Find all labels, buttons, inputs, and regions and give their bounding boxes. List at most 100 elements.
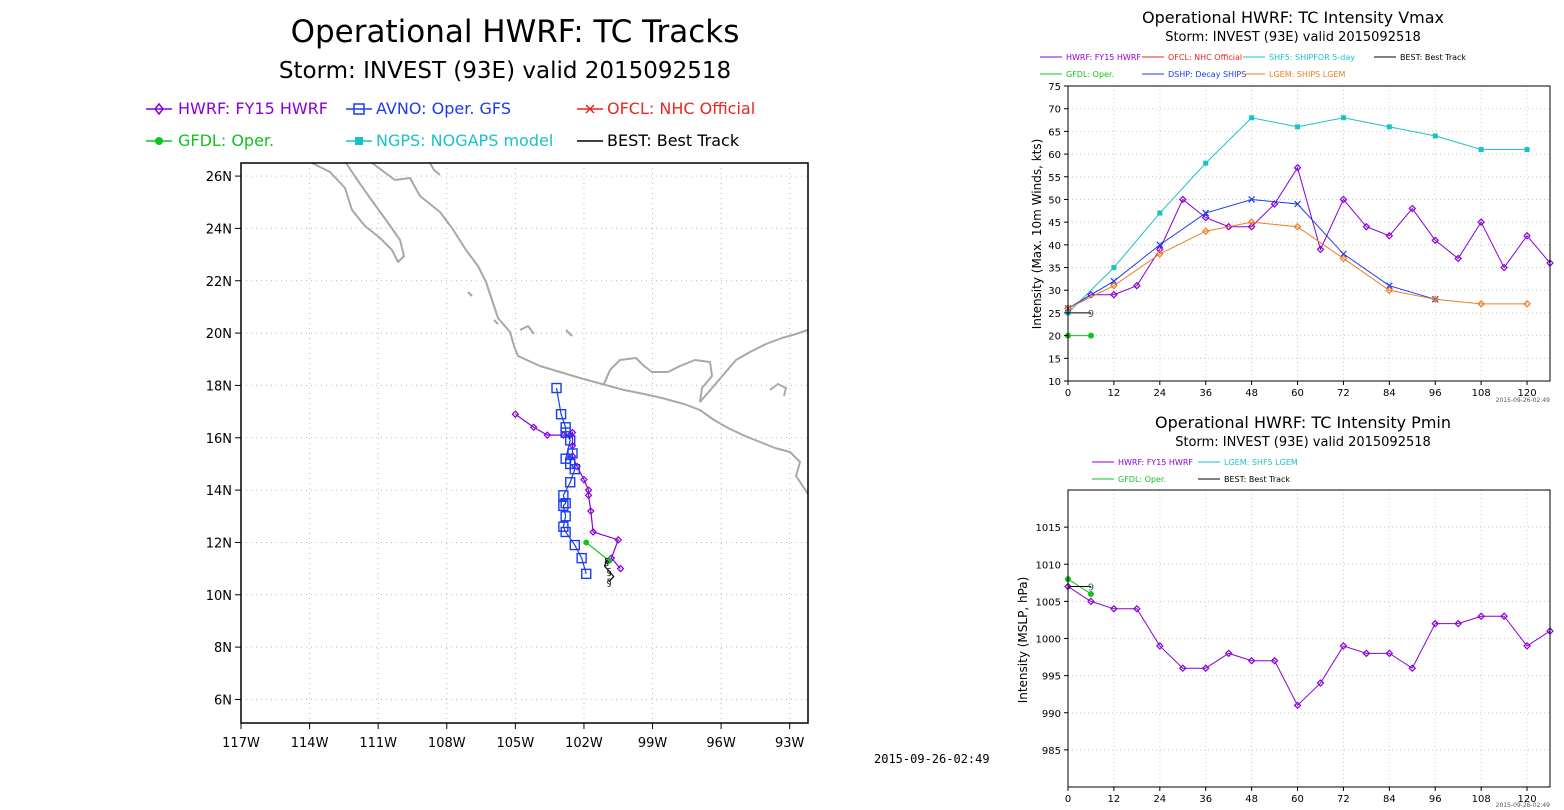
vmax-legend-label: SHF5: SHIPFOR 5-day <box>1269 53 1355 62</box>
vmax-point <box>1156 241 1164 249</box>
vmax-point <box>1247 222 1256 231</box>
track-point <box>551 382 562 394</box>
vmax-series: 9 <box>1064 115 1554 339</box>
vmax-point <box>1110 281 1118 290</box>
vmax-legend-item-best: BEST: Best Track <box>1374 53 1466 62</box>
vmax-y-tick-label: 75 <box>1048 82 1061 93</box>
pmin-x-tick-label: 96 <box>1429 794 1442 805</box>
vmax-legend-label: HWRF: FY15 HWRF <box>1066 53 1141 62</box>
track-x-tick-label: 96W <box>706 736 736 751</box>
track-timestamp: 2015-09-26-02:49 <box>874 752 990 766</box>
pmin-point <box>1201 664 1210 673</box>
vmax-x-tick-label: 108 <box>1472 388 1491 399</box>
vmax-line <box>1067 221 1528 309</box>
vmax-x-tick-label: 48 <box>1245 388 1258 399</box>
vmax-legend-item-ofcl: OFCL: NHC Official <box>1142 53 1242 62</box>
vmax-point <box>1155 250 1164 258</box>
pmin-point <box>1178 664 1187 673</box>
vmax-point <box>1087 332 1094 339</box>
vmax-point <box>1339 195 1348 204</box>
track-point <box>560 422 571 433</box>
pmin-series: 9 <box>1064 576 1554 710</box>
vmax-y-tick-label: 15 <box>1048 354 1061 365</box>
vmax-hwrf <box>1064 163 1554 313</box>
pmin-y-tick-label: 990 <box>1042 709 1061 720</box>
pmin-point <box>1523 642 1531 650</box>
vmax-y-tick-label: 20 <box>1048 332 1061 343</box>
track-line <box>555 387 587 575</box>
track-point <box>584 486 593 494</box>
vmax-line <box>1067 166 1551 309</box>
track-point <box>560 526 571 538</box>
pmin-grid <box>1068 490 1550 787</box>
track-x-ticks: 117W 114W 111W 108W 105W 102W 99W 96W 93W <box>222 723 805 751</box>
vmax-point <box>1408 204 1417 213</box>
track-point <box>565 477 576 488</box>
vmax-x-tick-label: 72 <box>1337 388 1350 399</box>
track-best: §§§ <box>603 557 615 589</box>
track-y-tick-label: 10N <box>206 589 232 604</box>
vmax-y-tick-label: 40 <box>1048 241 1061 252</box>
pmin-ticks: 0 12 24 36 48 60 72 84 96 108 120 985 990 995 1000 1005… <box>1036 523 1537 805</box>
vmax-timestamp: 2015-09-26-02:49 <box>1496 397 1551 404</box>
pmin-point <box>1293 701 1302 710</box>
vmax-point <box>1339 254 1348 263</box>
track-y-tick-label: 20N <box>206 327 232 342</box>
legend-label-avno: AVNO: Oper. GFS <box>376 99 511 118</box>
vmax-point <box>1523 299 1531 308</box>
pmin-legend-item-best: BEST: Best Track <box>1198 475 1290 484</box>
vmax-point <box>1133 281 1141 290</box>
track-x-tick-label: 114W <box>291 736 329 751</box>
vmax-point <box>1477 218 1485 227</box>
track-point <box>576 552 587 564</box>
pmin-point <box>1454 619 1463 628</box>
pmin-point <box>1087 590 1094 597</box>
vmax-point <box>1202 209 1210 217</box>
pmin-legend-label: HWRF: FY15 HWRF <box>1118 458 1193 467</box>
vmax-point: 9 <box>1088 309 1094 320</box>
track-avno <box>551 382 592 580</box>
vmax-y-tick-label: 35 <box>1048 264 1061 275</box>
track-point <box>558 490 569 501</box>
vmax-point <box>1247 218 1256 227</box>
track-point <box>584 491 593 500</box>
vmax-point <box>1248 196 1256 203</box>
vmax-x-tick-label: 36 <box>1199 388 1212 399</box>
vmax-y-tick-label: 55 <box>1048 173 1061 184</box>
pmin-legend: HWRF: FY15 HWRF LGEM: SHF5 LGEM GFDL: Oper… <box>1092 458 1298 484</box>
pmin-point <box>1087 597 1095 606</box>
pmin-title: Operational HWRF: TC Intensity Pmin <box>1154 413 1451 432</box>
track-point <box>560 427 571 438</box>
vmax-legend-label: OFCL: NHC Official <box>1168 53 1242 62</box>
pmin-point <box>1224 649 1233 658</box>
vmax-point <box>1500 263 1508 272</box>
pmin-y-tick-label: 1000 <box>1036 635 1061 646</box>
vmax-point <box>1385 286 1394 295</box>
track-y-tick-label: 12N <box>206 536 232 551</box>
track-point: § <box>604 557 609 568</box>
track-point <box>558 500 569 512</box>
vmax-x-tick-label: 60 <box>1291 388 1304 399</box>
vmax-point <box>1385 282 1393 290</box>
vmax-point <box>1293 222 1302 231</box>
track-point <box>558 521 569 532</box>
pmin-x-tick-label: 120 <box>1518 794 1537 805</box>
legend-label-ngps: NGPS: NOGAPS model <box>376 131 554 150</box>
vmax-point <box>1316 245 1325 254</box>
track-point <box>580 475 588 484</box>
track-gfdl <box>583 539 613 564</box>
vmax-x-tick-label: 24 <box>1153 388 1166 399</box>
vmax-point <box>1454 254 1463 263</box>
vmax-point <box>1293 163 1302 172</box>
track-point <box>566 431 575 439</box>
vmax-point <box>1201 227 1210 236</box>
vmax-point <box>1524 147 1530 153</box>
pmin-point <box>1110 604 1118 613</box>
pmin-y-tick-label: 1005 <box>1036 597 1061 608</box>
vmax-point <box>1178 195 1187 204</box>
pmin-x-tick-label: 48 <box>1245 794 1258 805</box>
track-title: Operational HWRF: TC Tracks <box>290 14 740 50</box>
vmax-y-tick-label: 65 <box>1048 127 1061 138</box>
